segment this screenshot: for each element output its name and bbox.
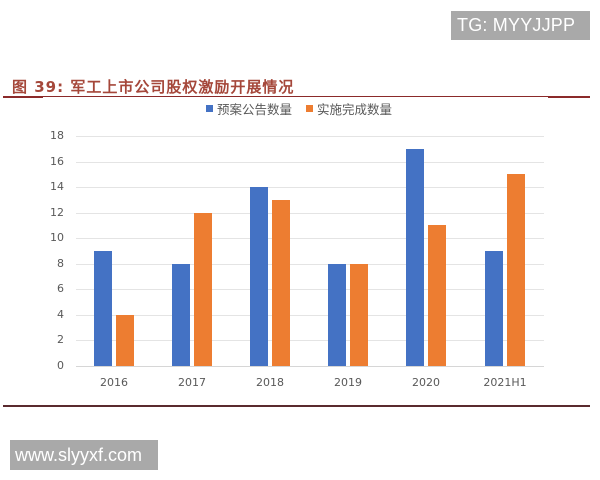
legend-item-completed: 实施完成数量 — [306, 99, 392, 118]
legend-swatch-blue-icon — [206, 104, 213, 112]
bar-plan-2021H1 — [485, 251, 503, 366]
bar-plan-2017 — [172, 264, 190, 366]
watermark-top: TG: MYYJJPP — [451, 11, 590, 40]
bar-completed-2018 — [272, 200, 290, 366]
title-rule-left-accent — [3, 96, 43, 98]
bottom-rule — [3, 405, 590, 407]
y-tick-label: 14 — [50, 180, 64, 193]
gridline — [76, 213, 544, 214]
x-tick-label: 2021H1 — [483, 376, 527, 389]
x-tick-label: 2020 — [412, 376, 440, 389]
x-tick-label: 2017 — [178, 376, 206, 389]
gridline — [76, 289, 544, 290]
watermark-bottom: www.slyyxf.com — [10, 440, 158, 470]
x-tick-label: 2019 — [334, 376, 362, 389]
legend-swatch-orange-icon — [306, 104, 314, 112]
legend-item-plan: 预案公告数量 — [206, 99, 292, 118]
y-tick-label: 10 — [50, 231, 64, 244]
bar-completed-2019 — [350, 264, 368, 366]
bar-completed-2021H1 — [507, 174, 525, 366]
x-tick-label: 2016 — [100, 376, 128, 389]
bar-plan-2016 — [94, 251, 112, 366]
figure-title: 图 39: 军工上市公司股权激励开展情况 — [12, 78, 295, 96]
gridline — [76, 136, 544, 137]
y-tick-label: 4 — [57, 308, 64, 321]
y-tick-label: 0 — [57, 359, 64, 372]
gridline — [76, 187, 544, 188]
bar-completed-2017 — [194, 213, 212, 366]
legend-label: 预案公告数量 — [217, 101, 293, 117]
gridline — [76, 162, 544, 163]
chart-legend: 预案公告数量 实施完成数量 — [206, 99, 406, 118]
gridline — [76, 340, 544, 341]
bar-completed-2016 — [116, 315, 134, 366]
gridline — [76, 264, 544, 265]
bar-plan-2019 — [328, 264, 346, 366]
bar-completed-2020 — [428, 225, 446, 366]
title-rule — [3, 96, 590, 97]
bar-plan-2018 — [250, 187, 268, 366]
gridline — [76, 315, 544, 316]
y-tick-label: 2 — [57, 333, 64, 346]
title-rule-right-accent — [548, 96, 590, 98]
y-tick-label: 18 — [50, 129, 64, 142]
bar-plan-2020 — [406, 149, 424, 366]
y-tick-label: 16 — [50, 155, 64, 168]
y-tick-label: 12 — [50, 206, 64, 219]
x-tick-label: 2018 — [256, 376, 284, 389]
y-tick-label: 8 — [57, 257, 64, 270]
gridline — [76, 238, 544, 239]
x-axis-line — [76, 366, 544, 367]
legend-label: 实施完成数量 — [317, 101, 393, 117]
y-tick-label: 6 — [57, 282, 64, 295]
